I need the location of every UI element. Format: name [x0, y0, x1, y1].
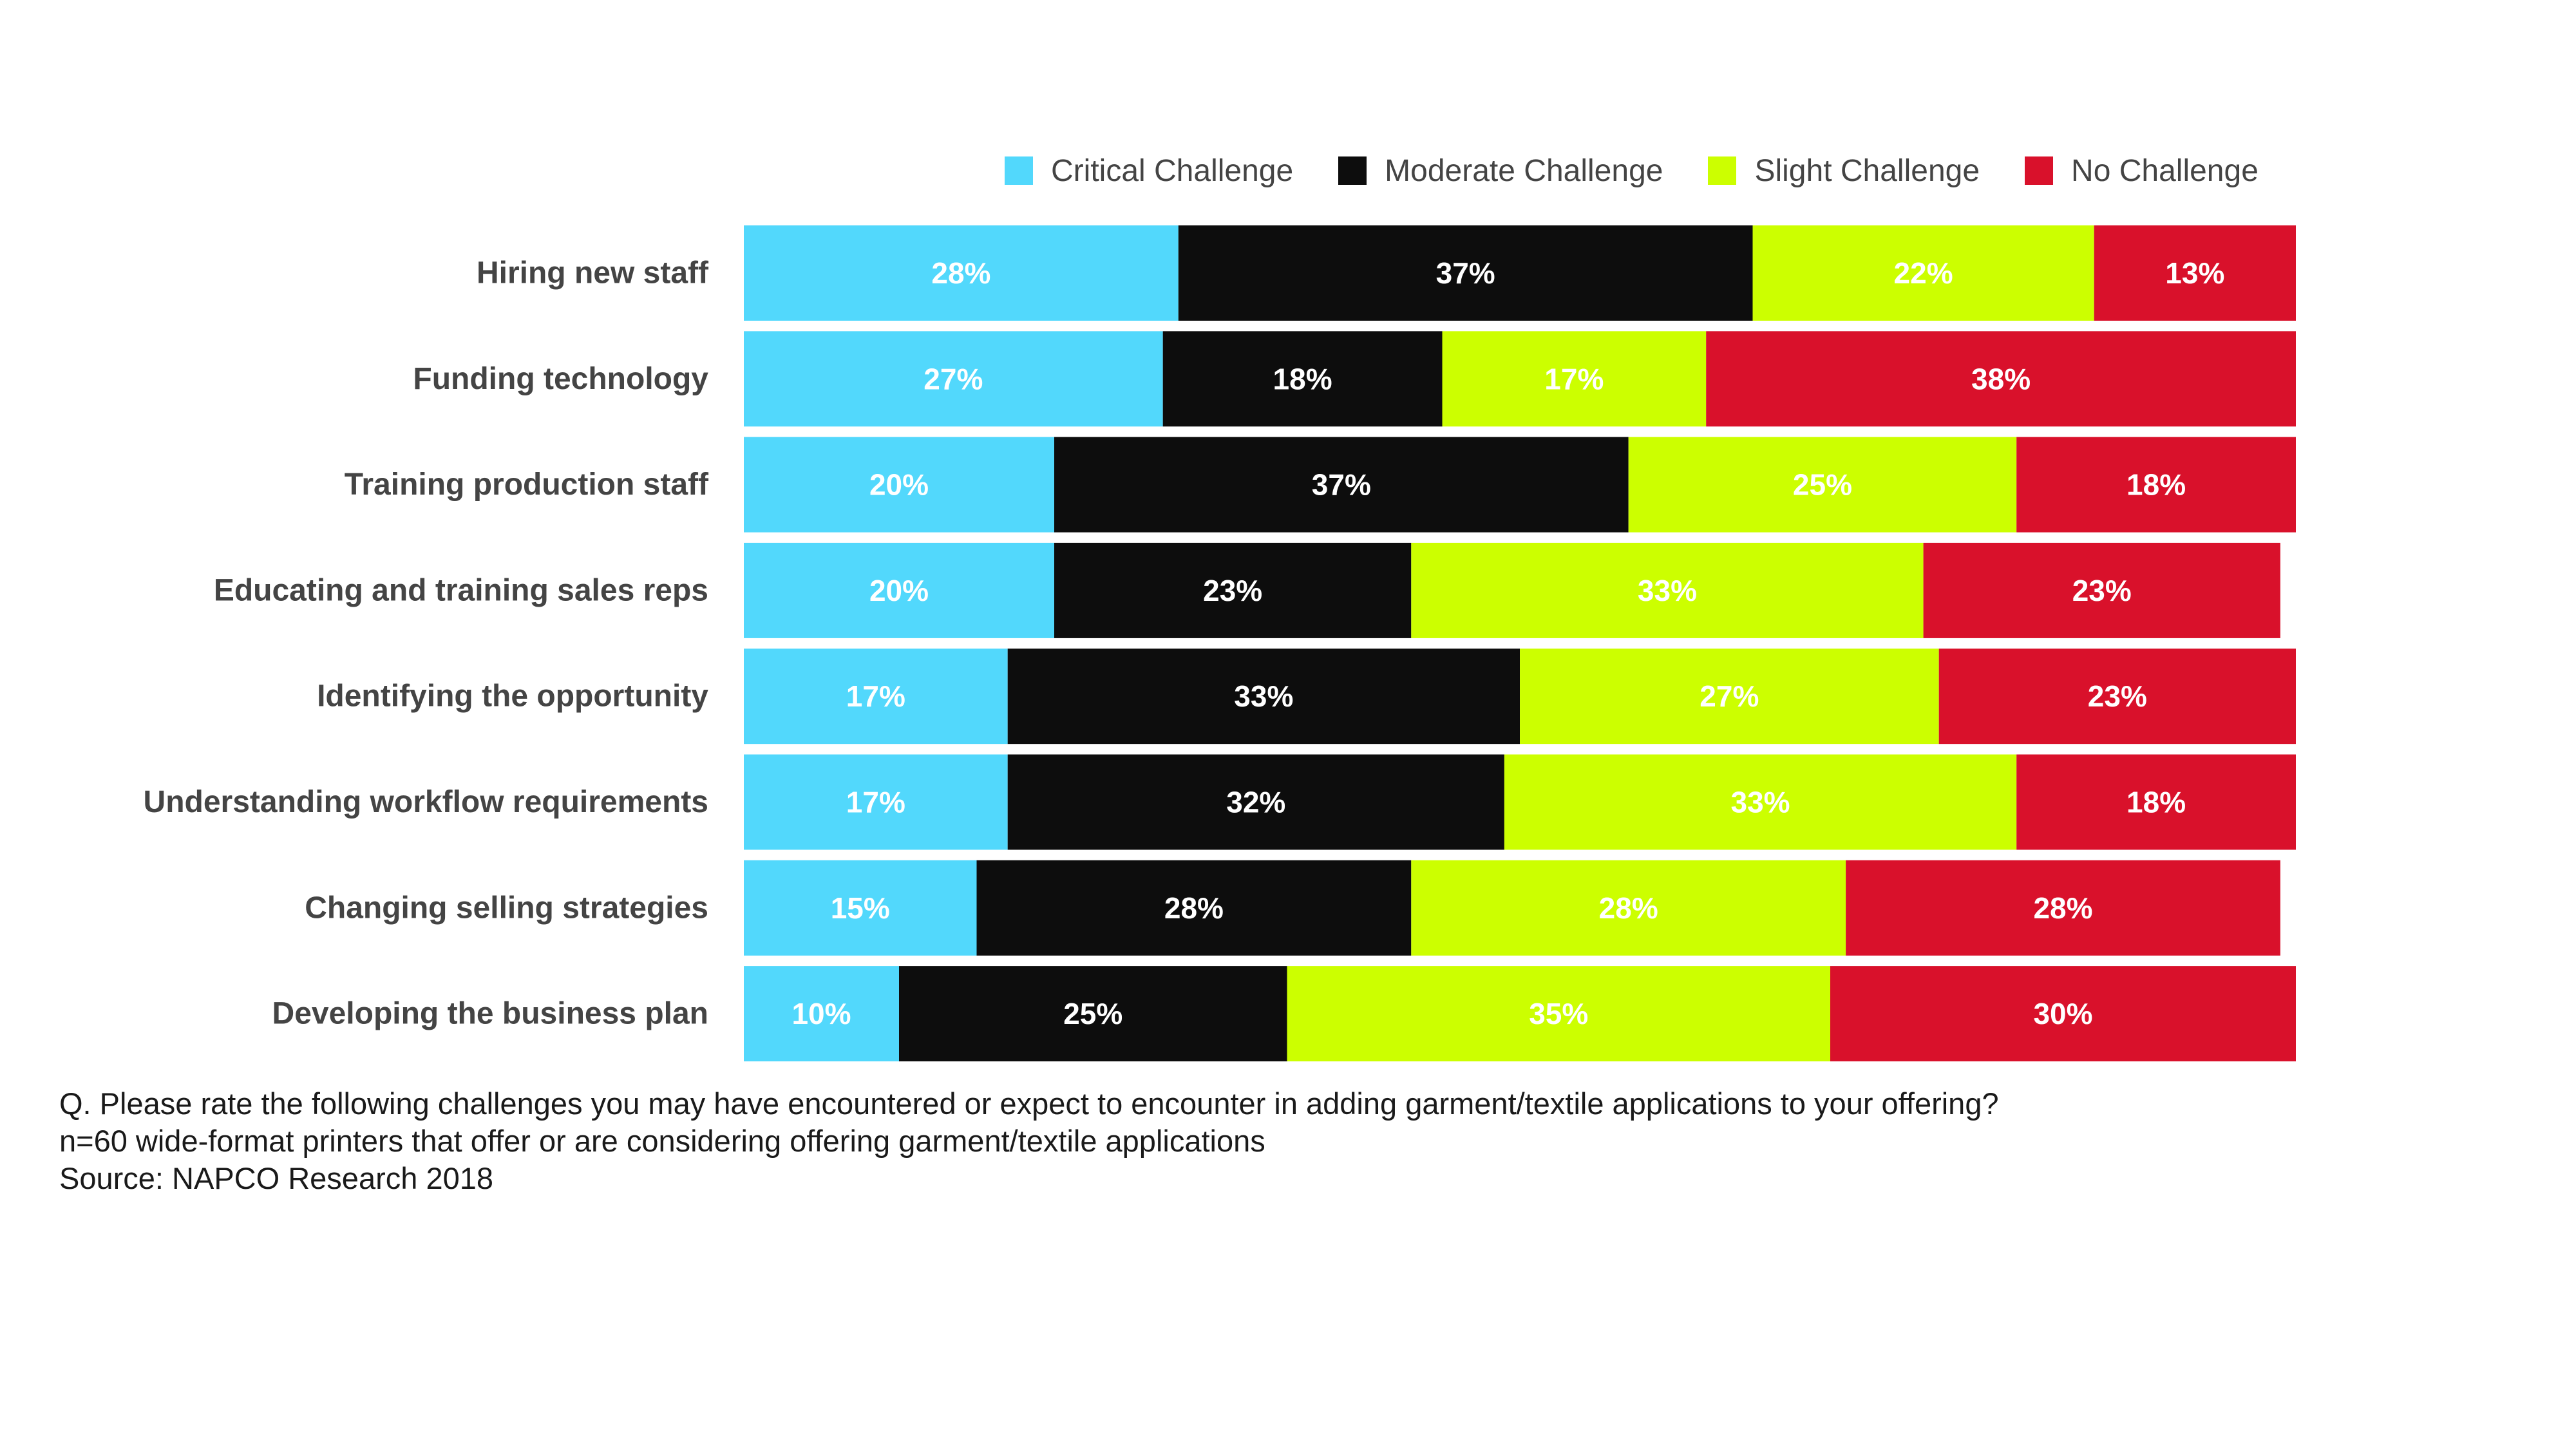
sample-size-note: n=60 wide-format printers that offer or … — [59, 1124, 1265, 1158]
data-label: 23% — [1203, 574, 1262, 607]
data-label: 27% — [923, 362, 983, 395]
legend-swatch — [1708, 156, 1737, 185]
bar-segment — [744, 331, 1163, 427]
data-label: 35% — [1529, 997, 1588, 1030]
bar-segment — [744, 649, 1008, 744]
bar-segment — [744, 542, 1054, 638]
data-label: 15% — [831, 891, 890, 925]
data-label: 32% — [1226, 786, 1285, 819]
legend-item: Slight Challenge — [1708, 153, 1980, 189]
legend-label: Moderate Challenge — [1385, 153, 1663, 188]
legend-label: No Challenge — [2071, 153, 2259, 188]
bar-segment — [744, 966, 899, 1062]
bar-segment — [744, 225, 1179, 321]
data-label: 23% — [2088, 679, 2147, 713]
bar-segment — [1287, 966, 1830, 1062]
data-label: 17% — [1544, 362, 1604, 395]
bar-segment — [1411, 542, 1924, 638]
bar-segment — [1178, 225, 1753, 321]
bar-segment — [1923, 542, 2280, 638]
data-label: 37% — [1312, 468, 1371, 502]
data-label: 38% — [1971, 362, 2031, 395]
category-label: Understanding workflow requirements — [144, 785, 708, 819]
legend-swatch — [1338, 156, 1367, 185]
bar-segment — [1938, 649, 2296, 744]
legend-item: No Challenge — [2025, 153, 2259, 189]
data-label: 28% — [1599, 891, 1658, 925]
legend-item: Moderate Challenge — [1338, 153, 1663, 189]
data-label: 30% — [2033, 997, 2092, 1030]
legend-label: Slight Challenge — [1754, 153, 1980, 188]
bar-segment — [1752, 225, 2094, 321]
bar-segment — [1520, 649, 1939, 744]
category-label: Educating and training sales reps — [214, 573, 708, 607]
data-label: 28% — [931, 256, 990, 290]
category-label: Developing the business plan — [272, 997, 708, 1031]
category-label: Changing selling strategies — [305, 891, 708, 925]
data-label: 27% — [1700, 679, 1759, 713]
bar-segment — [1830, 966, 2296, 1062]
data-label: 13% — [2165, 256, 2224, 290]
data-label: 25% — [1063, 997, 1122, 1030]
data-label: 10% — [791, 997, 851, 1030]
data-label: 18% — [2126, 786, 2186, 819]
bar-segment — [1504, 754, 2017, 850]
bar-segment — [2094, 225, 2296, 321]
data-label: 17% — [846, 679, 905, 713]
data-label: 28% — [2033, 891, 2092, 925]
data-label: 18% — [1273, 362, 1332, 395]
source-note: Source: NAPCO Research 2018 — [59, 1161, 493, 1195]
bar-segment — [1411, 860, 1846, 956]
data-label: 18% — [2126, 468, 2186, 502]
data-label: 17% — [846, 786, 905, 819]
stacked-bar-chart: Hiring new staff 28% 37% 22% 13% Funding tech… — [144, 225, 2296, 1062]
data-label: 37% — [1436, 256, 1495, 290]
bar-segment — [744, 860, 977, 956]
data-label: 28% — [1164, 891, 1224, 925]
bar-segment — [744, 437, 1054, 533]
bar-segment — [2016, 754, 2296, 850]
data-label: 25% — [1793, 468, 1852, 502]
survey-question: Q. Please rate the following challenges … — [59, 1086, 1999, 1121]
legend-swatch — [2025, 156, 2054, 185]
data-label: 33% — [1731, 786, 1790, 819]
chart-footnote: Q. Please rate the following challenges … — [59, 1085, 1999, 1197]
category-label: Funding technology — [413, 362, 708, 396]
data-label: 33% — [1234, 679, 1293, 713]
bar-segment — [1628, 437, 2017, 533]
legend-item: Critical Challenge — [1005, 153, 1293, 189]
bar-segment — [1007, 754, 1504, 850]
legend-label: Critical Challenge — [1051, 153, 1294, 188]
bar-segment — [976, 860, 1412, 956]
category-label: Hiring new staff — [477, 256, 709, 290]
category-label: Identifying the opportunity — [317, 679, 708, 714]
bar-segment — [1846, 860, 2280, 956]
data-label: 23% — [2072, 574, 2132, 607]
bar-segment — [1162, 331, 1443, 427]
legend-swatch — [1005, 156, 1033, 185]
bar-segment — [1442, 331, 1707, 427]
bar-segment — [744, 754, 1008, 850]
data-label: 22% — [1894, 256, 1953, 290]
bar-segment — [2016, 437, 2296, 533]
bar-segment — [1706, 331, 2296, 427]
bar-segment — [1054, 437, 1629, 533]
bar-segment — [1007, 649, 1520, 744]
bar-segment — [1054, 542, 1412, 638]
data-label: 33% — [1638, 574, 1697, 607]
chart-legend: Critical Challenge Moderate Challenge Slig… — [1005, 151, 2259, 190]
category-label: Training production staff — [345, 468, 709, 502]
data-label: 20% — [869, 468, 929, 502]
bar-segment — [899, 966, 1287, 1062]
data-label: 20% — [869, 574, 929, 607]
